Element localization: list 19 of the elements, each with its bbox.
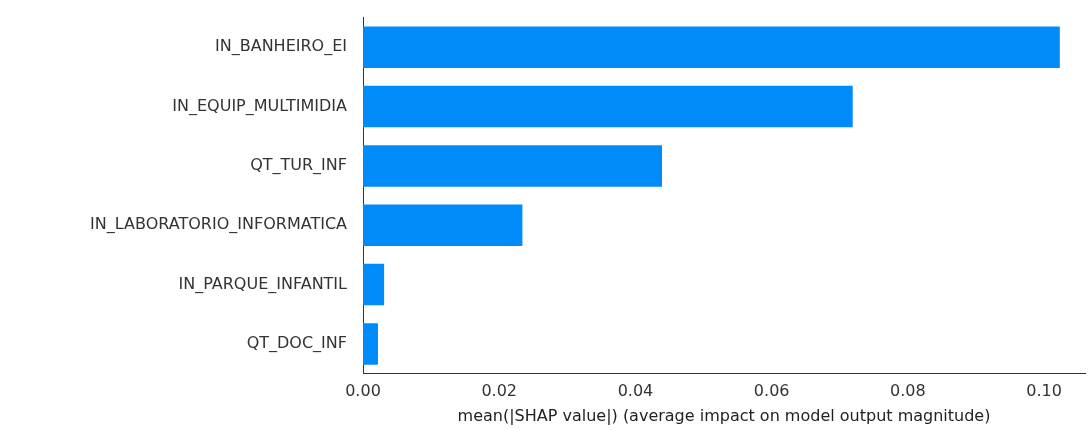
x-tick-label: 0.10 [1026,381,1062,401]
bar [363,85,853,128]
bar [363,263,385,306]
x-tick-label: 0.08 [890,381,926,401]
y-tick-label: QT_TUR_INF [250,155,347,176]
bar [363,26,1060,69]
x-tick-label: 0.00 [345,381,381,401]
bar [363,204,523,247]
x-axis-title: mean(|SHAP value|) (average impact on model output magnitude) [457,405,991,425]
y-tick-label: IN_EQUIP_MULTIMIDIA [172,95,348,116]
x-tick-label: 0.06 [753,381,790,401]
y-tick-label: IN_BANHEIRO_EI [215,36,347,57]
y-tick-label: IN_LABORATORIO_INFORMATICA [90,214,348,235]
x-tick-label: 0.02 [481,381,518,401]
bar [363,323,378,365]
y-tick-label: IN_PARQUE_INFANTIL [178,273,348,294]
y-tick-label: QT_DOC_INF [246,333,347,354]
bar [363,145,663,187]
x-tick-label: 0.04 [617,381,654,401]
